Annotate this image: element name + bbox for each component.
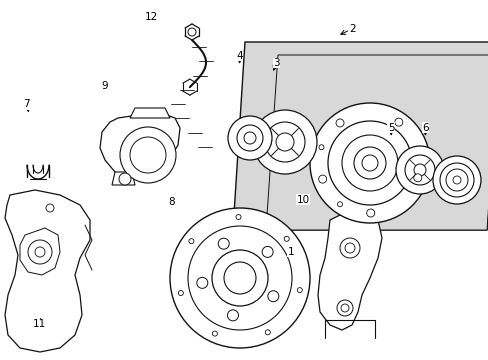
Polygon shape <box>5 190 90 352</box>
Text: 6: 6 <box>421 123 428 133</box>
Polygon shape <box>112 172 135 185</box>
Circle shape <box>28 240 52 264</box>
Circle shape <box>262 246 273 257</box>
Circle shape <box>361 155 377 171</box>
Circle shape <box>339 238 359 258</box>
Circle shape <box>188 239 194 244</box>
Circle shape <box>335 119 344 127</box>
Circle shape <box>178 291 183 296</box>
Circle shape <box>297 288 302 293</box>
Circle shape <box>236 215 241 220</box>
Circle shape <box>353 147 385 179</box>
Circle shape <box>413 174 421 182</box>
Circle shape <box>318 175 326 183</box>
Circle shape <box>267 291 278 302</box>
Circle shape <box>452 176 460 184</box>
Circle shape <box>244 132 256 144</box>
Polygon shape <box>317 210 381 330</box>
Circle shape <box>187 226 291 330</box>
Circle shape <box>337 202 342 207</box>
Circle shape <box>341 135 397 191</box>
Circle shape <box>318 145 324 150</box>
Circle shape <box>394 118 402 126</box>
Circle shape <box>227 116 271 160</box>
Circle shape <box>395 146 443 194</box>
Circle shape <box>264 122 305 162</box>
Text: 1: 1 <box>287 247 294 257</box>
Text: 7: 7 <box>23 99 30 109</box>
Circle shape <box>445 169 467 191</box>
Circle shape <box>227 310 238 321</box>
Text: 11: 11 <box>32 319 46 329</box>
Text: 9: 9 <box>102 81 108 91</box>
Text: 10: 10 <box>296 195 309 205</box>
Text: 3: 3 <box>272 58 279 68</box>
Circle shape <box>327 121 411 205</box>
Circle shape <box>237 125 263 151</box>
Circle shape <box>345 243 354 253</box>
Circle shape <box>366 209 374 217</box>
Polygon shape <box>130 108 170 118</box>
Circle shape <box>432 156 480 204</box>
Circle shape <box>265 330 270 335</box>
Polygon shape <box>265 55 488 230</box>
Circle shape <box>413 164 425 176</box>
Circle shape <box>170 208 309 348</box>
Text: 2: 2 <box>348 24 355 34</box>
Circle shape <box>252 110 316 174</box>
Circle shape <box>130 137 165 173</box>
Polygon shape <box>20 228 60 275</box>
Circle shape <box>275 133 293 151</box>
Text: 8: 8 <box>167 197 174 207</box>
Circle shape <box>309 103 429 223</box>
Text: 5: 5 <box>387 123 394 133</box>
Circle shape <box>212 331 217 336</box>
Circle shape <box>404 155 434 185</box>
Circle shape <box>284 236 289 241</box>
Circle shape <box>196 277 207 288</box>
Circle shape <box>336 300 352 316</box>
Circle shape <box>224 262 256 294</box>
Circle shape <box>212 250 267 306</box>
Circle shape <box>218 238 229 249</box>
Circle shape <box>340 304 348 312</box>
Circle shape <box>439 163 473 197</box>
Circle shape <box>46 204 54 212</box>
Text: 12: 12 <box>144 12 158 22</box>
Circle shape <box>120 127 176 183</box>
Polygon shape <box>232 42 488 230</box>
Circle shape <box>119 173 131 185</box>
Text: 4: 4 <box>236 51 243 61</box>
Circle shape <box>187 28 196 36</box>
Polygon shape <box>100 112 180 178</box>
Circle shape <box>35 247 45 257</box>
